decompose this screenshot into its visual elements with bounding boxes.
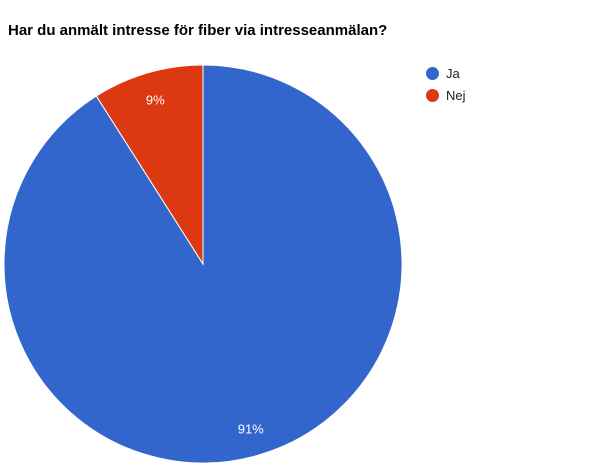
pie-label-ja: 91% [238,421,264,436]
legend-item-ja[interactable]: Ja [426,62,466,84]
legend-label-nej: Nej [446,87,466,103]
legend: Ja Nej [426,62,466,106]
legend-swatch-nej [426,88,439,102]
pie-slice-nej[interactable] [95,64,204,266]
chart-title: Har du anmält intresse för fiber via int… [8,22,388,39]
legend-item-nej[interactable]: Nej [426,84,466,106]
pie-label-nej: 9% [146,93,165,108]
legend-swatch-ja [426,66,439,80]
legend-label-ja: Ja [446,65,460,81]
